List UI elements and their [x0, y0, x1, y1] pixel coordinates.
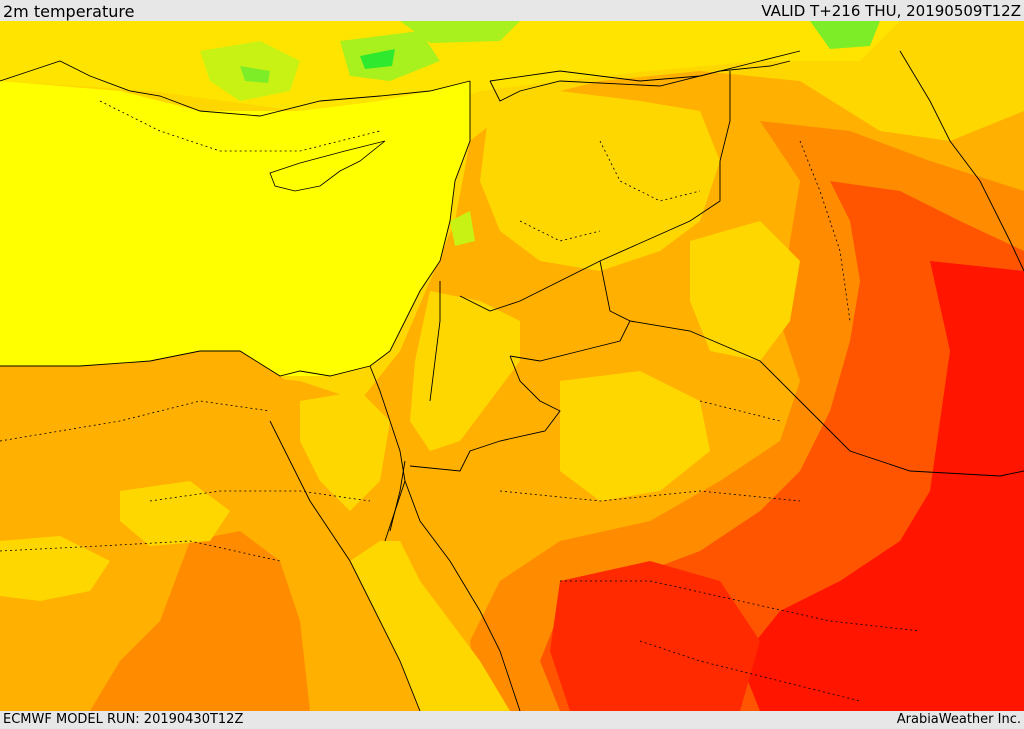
temp-zone-yellow-iraq	[690, 221, 800, 361]
temp-zone-yellow-center	[560, 371, 710, 501]
temp-zone-yellow-syria	[480, 91, 720, 271]
temp-zone-green-5	[400, 21, 520, 43]
model-run-label: ECMWF MODEL RUN: 20190430T12Z	[3, 712, 244, 727]
temp-zone-deepred-south	[550, 561, 760, 711]
temp-zone-green-4	[360, 49, 395, 69]
cyprus	[269, 140, 386, 192]
temp-zone-yellow-jordan	[410, 291, 520, 451]
temp-zone-green-2	[240, 66, 270, 83]
valid-time: VALID T+216 THU, 20190509T12Z	[761, 2, 1021, 20]
temp-zone-deepred-east	[740, 261, 1024, 711]
temperature-map	[0, 21, 1024, 711]
temp-zone-deeporange-egypt	[90, 531, 310, 711]
red-sea	[350, 541, 510, 711]
temp-zone-yellow-egypt-1	[0, 536, 110, 601]
temp-zone-yellow-sinai	[300, 391, 390, 511]
coastlines	[0, 50, 1024, 711]
province-borders	[0, 100, 921, 702]
footer-bar: ECMWF MODEL RUN: 20190430T12Z ArabiaWeat…	[0, 711, 1024, 729]
credit-label: ArabiaWeather Inc.	[896, 712, 1021, 727]
temp-zone-green-7	[450, 211, 475, 246]
map-title: 2m temperature	[3, 2, 135, 21]
temp-zone-yellow-egypt-2	[120, 481, 230, 546]
country-borders	[389, 60, 1024, 532]
temp-zone-green-6	[810, 21, 880, 49]
header-bar: 2m temperature VALID T+216 THU, 20190509…	[0, 0, 1024, 21]
